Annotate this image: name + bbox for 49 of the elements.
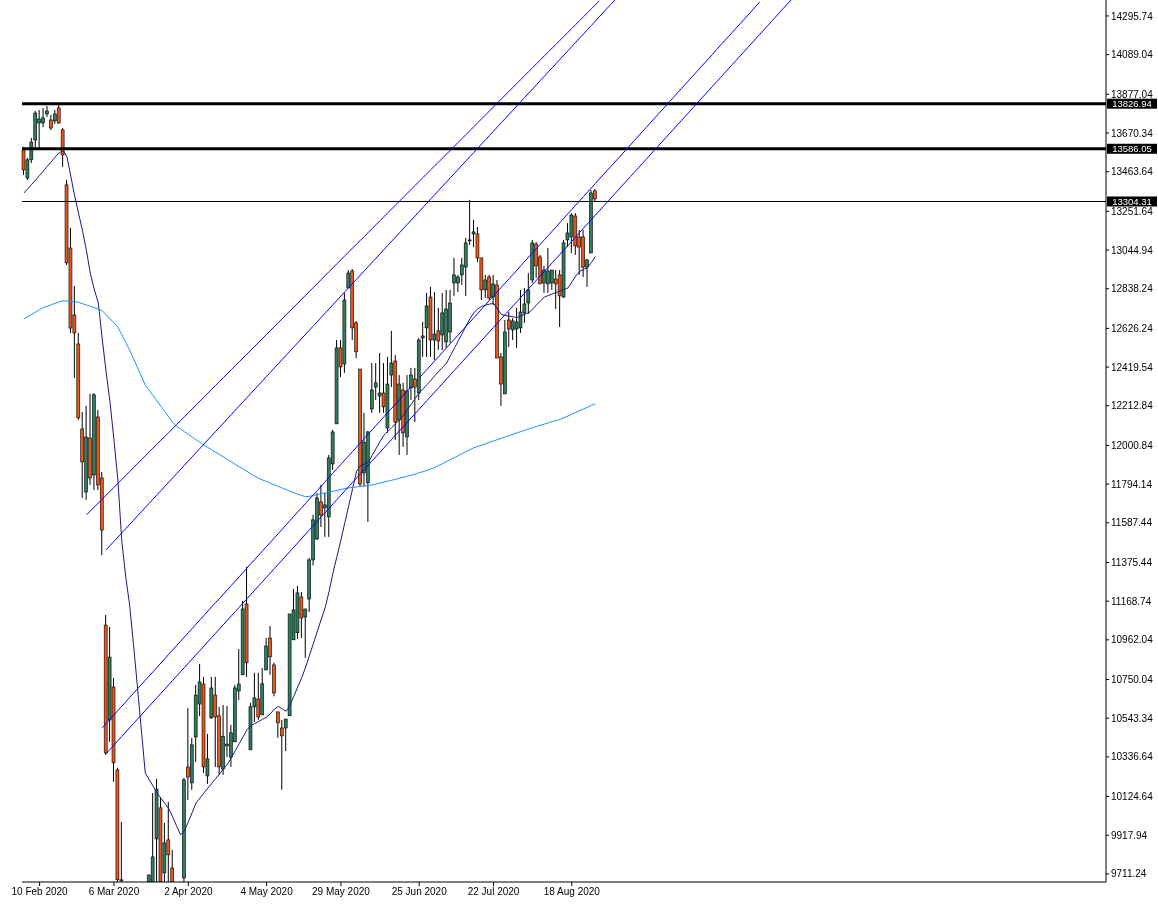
candlestick <box>432 291 437 361</box>
candlestick <box>452 257 456 297</box>
y-tick-label: 13670.34 <box>1111 127 1154 139</box>
y-tick-label: 11168.74 <box>1111 595 1152 607</box>
y-tick-label: 11794.14 <box>1111 478 1153 490</box>
y-tick-label: 14089.04 <box>1111 49 1154 61</box>
candlestick <box>424 292 429 358</box>
y-tick-label: 12419.54 <box>1111 361 1154 373</box>
candlestick <box>546 247 550 294</box>
y-tick-label: 10750.04 <box>1111 674 1154 686</box>
ref-line-label: 13826.94 <box>1112 98 1152 110</box>
y-tick-label: 12212.84 <box>1111 400 1154 412</box>
candlestick <box>487 274 491 301</box>
y-tick-label: 10336.64 <box>1111 751 1154 763</box>
y-tick-label: 13877.04 <box>1111 88 1154 100</box>
ref-line-label: 13304.31 <box>1112 195 1152 207</box>
x-tick-label: 10 Feb 2020 <box>11 886 69 898</box>
candlestick <box>283 718 288 752</box>
ref-line-label: 13586.05 <box>1112 143 1152 155</box>
y-tick-label: 13044.94 <box>1111 244 1154 256</box>
x-tick-label: 25 Jun 2020 <box>391 886 448 898</box>
y-tick-label: 9711.24 <box>1111 868 1147 880</box>
y-tick-label: 10124.64 <box>1111 791 1154 803</box>
y-tick-label: 14295.74 <box>1111 10 1154 22</box>
candlestick <box>553 269 558 310</box>
y-tick-label: 13463.64 <box>1111 166 1154 178</box>
y-tick-label: 12626.24 <box>1111 322 1154 334</box>
y-tick-label: 12838.24 <box>1111 283 1154 295</box>
y-tick-label: 11587.44 <box>1111 517 1153 529</box>
candlestick <box>213 676 218 768</box>
x-tick-label: 22 Jul 2020 <box>467 886 520 898</box>
line-series <box>23 300 596 498</box>
candlestick <box>377 352 382 414</box>
x-tick-label: 29 May 2020 <box>312 886 371 898</box>
candlestick <box>256 672 261 721</box>
y-tick-label: 10543.34 <box>1111 712 1154 724</box>
line-series <box>23 149 596 836</box>
x-tick-label: 4 May 2020 <box>240 886 294 898</box>
y-tick-label: 12000.84 <box>1111 439 1154 451</box>
y-tick-label: 13251.64 <box>1111 205 1154 217</box>
y-tick-label: 11375.44 <box>1111 557 1153 569</box>
candlestick <box>299 591 304 639</box>
candlestick <box>369 362 374 414</box>
candlestick <box>440 292 445 351</box>
x-tick-label: 2 Apr 2020 <box>164 886 213 898</box>
x-tick-label: 6 Mar 2020 <box>88 886 140 898</box>
x-tick-label: 18 Aug 2020 <box>543 886 601 898</box>
y-tick-label: 10962.04 <box>1111 634 1154 646</box>
y-tick-label: 9917.94 <box>1111 829 1148 841</box>
